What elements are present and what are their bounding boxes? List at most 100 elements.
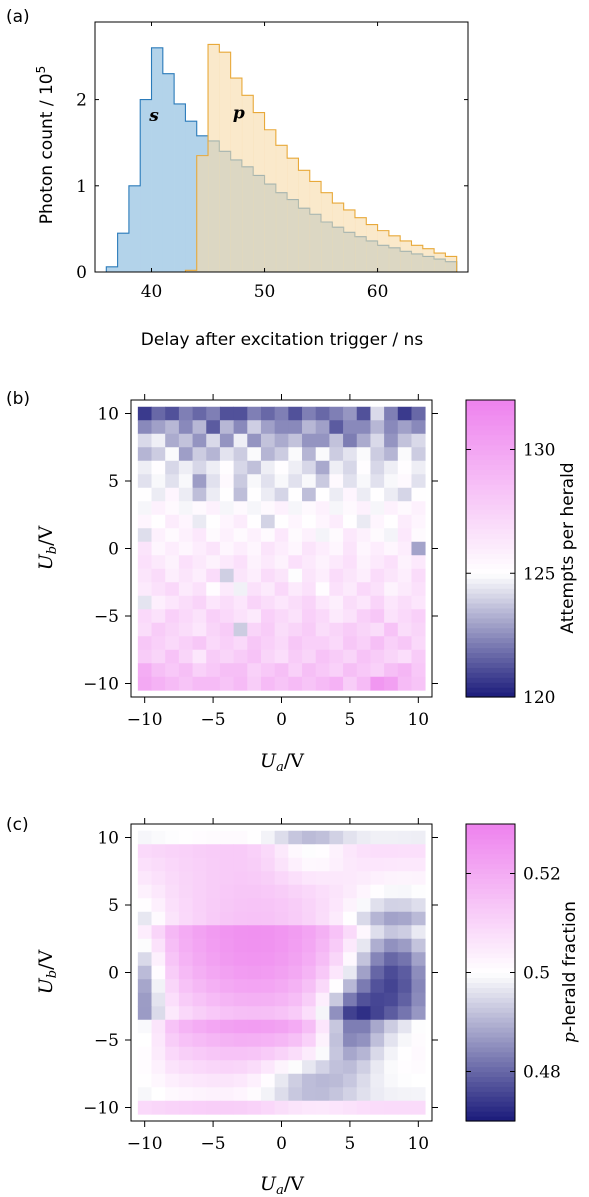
heatmap-cell [233,871,248,886]
colorbar-segment [466,868,515,875]
colorbar-segment [466,1026,515,1033]
heatmap-cell [247,460,262,475]
heatmap-cell [397,1100,412,1115]
heatmap-cell [302,582,317,597]
heatmap-cell [233,857,248,872]
heatmap-cell [178,965,193,980]
heatmap-cell [247,676,262,691]
heatmap-cell [219,1087,235,1102]
colorbar-segment [466,484,515,490]
colorbar-segment [466,1056,515,1063]
heatmap-cell [247,568,262,583]
heatmap-cell [165,501,180,516]
heatmap-cell [370,871,385,886]
heatmap-cell [260,1073,276,1088]
colorbar-segment [466,568,515,574]
x-tick-label: 10 [407,710,429,730]
heatmap-cell [178,844,193,859]
bar-p-47 [230,78,243,272]
heatmap-cell [370,1100,385,1115]
heatmap-cell [137,528,152,543]
heatmap-cell [343,844,358,859]
heatmap-cell [192,857,207,872]
bar-p-60 [377,230,390,272]
heatmap-cell [397,1006,412,1021]
colorbar-segment [466,1007,515,1013]
heatmap-cell [178,911,193,926]
heatmap-cell [206,1033,221,1048]
heatmap-cell [370,609,385,624]
heatmap-cell [370,474,385,489]
heatmap-cell [260,871,276,886]
heatmap-cell [343,636,358,651]
heatmap-cell [260,844,276,859]
colorbar-segment [466,533,515,540]
heatmap-cell [178,406,193,421]
heatmap-cell [384,857,399,872]
heatmap-cell [206,884,221,899]
heatmap-cell [356,528,371,543]
plot-frame [130,399,433,698]
heatmap-cell [260,938,276,953]
heatmap-cell [206,636,221,651]
heatmap-cell [315,898,330,913]
heatmap-cell [397,487,412,502]
colorbar-segment [466,833,515,840]
colorbar-tick-label: 0.52 [523,865,561,885]
heatmap-cell [384,1006,399,1021]
heatmap-cell [356,433,371,448]
heatmap-cell [329,965,344,980]
heatmap-cell [165,952,180,967]
colorbar-segment [466,1081,515,1087]
heatmap-cell [151,541,166,556]
colorbar-segment [466,1101,515,1107]
heatmap-cell [151,898,166,913]
heatmap-cell [356,568,371,583]
heatmap-cell [288,541,303,556]
heatmap-cell [397,965,412,980]
bar-p-48 [241,95,254,272]
heatmap-cell [165,649,180,664]
heatmap-cell [329,487,344,502]
colorbar-segment [466,692,515,698]
heatmap-cell [302,447,317,462]
heatmap-cell [356,622,371,637]
heatmap-cell [274,1087,289,1102]
heatmap-cell [219,649,235,664]
heatmap-cell [356,884,371,899]
heatmap-cell [356,938,371,953]
heatmap-cell [178,830,193,845]
heatmap-cell [302,1087,317,1102]
heatmap-cell [274,595,289,610]
heatmap-cell [315,555,330,570]
heatmap-cell [370,460,385,475]
heatmap-cell [370,636,385,651]
heatmap-cell [219,871,235,886]
heatmap-cell [302,622,317,637]
heatmap-cell [206,474,221,489]
heatmap-cell [411,676,426,691]
heatmap-cell [178,1006,193,1021]
heatmap-cell [137,582,152,597]
heatmap-cell [397,649,412,664]
heatmap-cell [288,925,303,940]
heatmap-cell [397,460,412,475]
heatmap-cell [397,857,412,872]
heatmap-cell [356,1100,371,1115]
heatmap-cell [397,447,412,462]
colorbar-segment [466,593,515,599]
heatmap-cell [343,925,358,940]
heatmap-cell [411,555,426,570]
heatmap-cell [343,1019,358,1034]
heatmap-cell [137,925,152,940]
tick-labels: −10 −5 0 5 10 −10 −5 0 5 10 [83,829,429,1155]
heatmap-cell [247,938,262,953]
heatmap-cell [329,871,344,886]
heatmap-cell [288,1019,303,1034]
heatmap-cell [274,474,289,489]
bar-p-58 [354,217,367,272]
heatmap-cell [137,952,152,967]
heatmap-cell [384,1073,399,1088]
heatmap-cell [288,898,303,913]
heatmap-cell [302,979,317,994]
